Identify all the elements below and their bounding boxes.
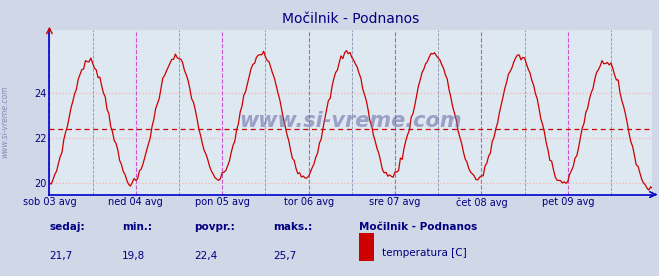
Text: 22,4: 22,4 xyxy=(194,251,217,261)
Text: temperatura [C]: temperatura [C] xyxy=(382,248,467,258)
Text: www.si-vreme.com: www.si-vreme.com xyxy=(1,85,10,158)
Text: Močilnik - Podnanos: Močilnik - Podnanos xyxy=(359,222,477,232)
Text: 19,8: 19,8 xyxy=(122,251,145,261)
Text: www.si-vreme.com: www.si-vreme.com xyxy=(240,111,462,131)
Title: Močilnik - Podnanos: Močilnik - Podnanos xyxy=(282,12,420,26)
Text: 25,7: 25,7 xyxy=(273,251,297,261)
Text: maks.:: maks.: xyxy=(273,222,313,232)
Text: min.:: min.: xyxy=(122,222,152,232)
Text: povpr.:: povpr.: xyxy=(194,222,235,232)
Text: 21,7: 21,7 xyxy=(49,251,72,261)
Text: sedaj:: sedaj: xyxy=(49,222,85,232)
